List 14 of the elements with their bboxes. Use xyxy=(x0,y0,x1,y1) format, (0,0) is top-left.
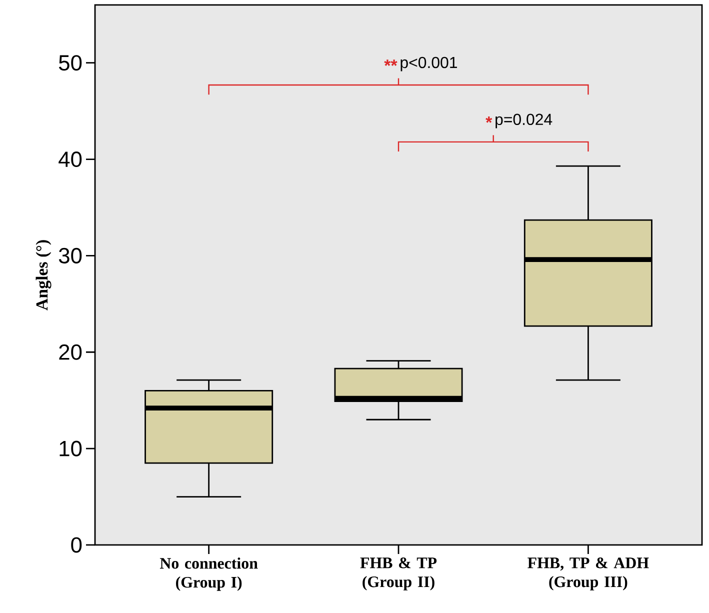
y-tick-label: 30 xyxy=(58,248,82,264)
y-tick-label: 10 xyxy=(60,440,82,456)
y-tick-label: 0 xyxy=(71,537,82,553)
annotation: p=0.024 xyxy=(496,114,552,128)
annotation: p<0.001 xyxy=(400,56,457,72)
annotation: ** xyxy=(384,60,398,66)
y-tick-label: 20 xyxy=(59,344,82,360)
y-axis-title: Angles (°) xyxy=(36,240,52,310)
y-tick-label: 50 xyxy=(58,55,82,71)
x-tick-label: FHB, TP & ADH (Group III) xyxy=(528,558,649,590)
x-tick-label: FHB & TP (Group II) xyxy=(360,558,437,590)
y-tick-label: 40 xyxy=(58,152,82,168)
x-tick-label: No connection (Group I) xyxy=(160,558,258,591)
annotation: * xyxy=(486,116,492,123)
